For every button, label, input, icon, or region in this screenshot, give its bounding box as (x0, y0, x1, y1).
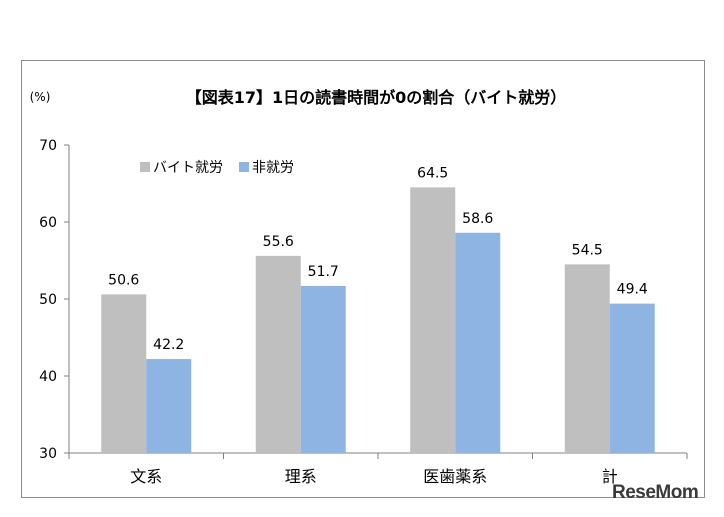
data-label: 64.5 (417, 165, 448, 181)
x-tick-label: 理系 (285, 467, 317, 486)
bar (101, 294, 147, 453)
legend-label: 非就労 (252, 160, 294, 176)
bar (410, 187, 456, 453)
data-label: 58.6 (462, 211, 493, 227)
legend-label: バイト就労 (153, 160, 223, 176)
data-label: 54.5 (572, 242, 603, 258)
x-tick-label: 医歯薬系 (423, 467, 487, 486)
y-axis-unit-label: (%) (30, 90, 51, 104)
y-tick-label: 40 (39, 369, 57, 385)
legend: バイト就労 非就労 (140, 160, 294, 176)
x-tick-label: 計 (602, 467, 618, 486)
y-tick-label: 60 (39, 215, 57, 231)
data-label: 49.4 (617, 282, 648, 298)
bar (609, 303, 655, 453)
data-labels: 50.6 42.2 55.6 51.7 64.5 58.6 54.5 49.4 (108, 165, 648, 353)
bars (101, 187, 655, 453)
data-label: 50.6 (108, 272, 139, 288)
x-tick-label: 文系 (130, 467, 162, 486)
bar (146, 359, 192, 453)
y-tick-label: 30 (39, 446, 57, 462)
data-label: 55.6 (263, 234, 294, 250)
bar (564, 264, 610, 453)
chart-title: 【図表17】1日の読書時間が0の割合（バイト就労） (186, 88, 567, 107)
data-label: 51.7 (308, 264, 339, 280)
legend-swatch (239, 162, 249, 172)
y-tick-label: 50 (39, 292, 57, 308)
resemom-watermark-logo: ReseMom (612, 482, 699, 503)
bar (300, 285, 346, 453)
y-tick-label: 70 (39, 138, 57, 154)
bar (455, 232, 501, 453)
data-label: 42.2 (153, 337, 184, 353)
bar (255, 255, 301, 453)
legend-swatch (140, 162, 150, 172)
